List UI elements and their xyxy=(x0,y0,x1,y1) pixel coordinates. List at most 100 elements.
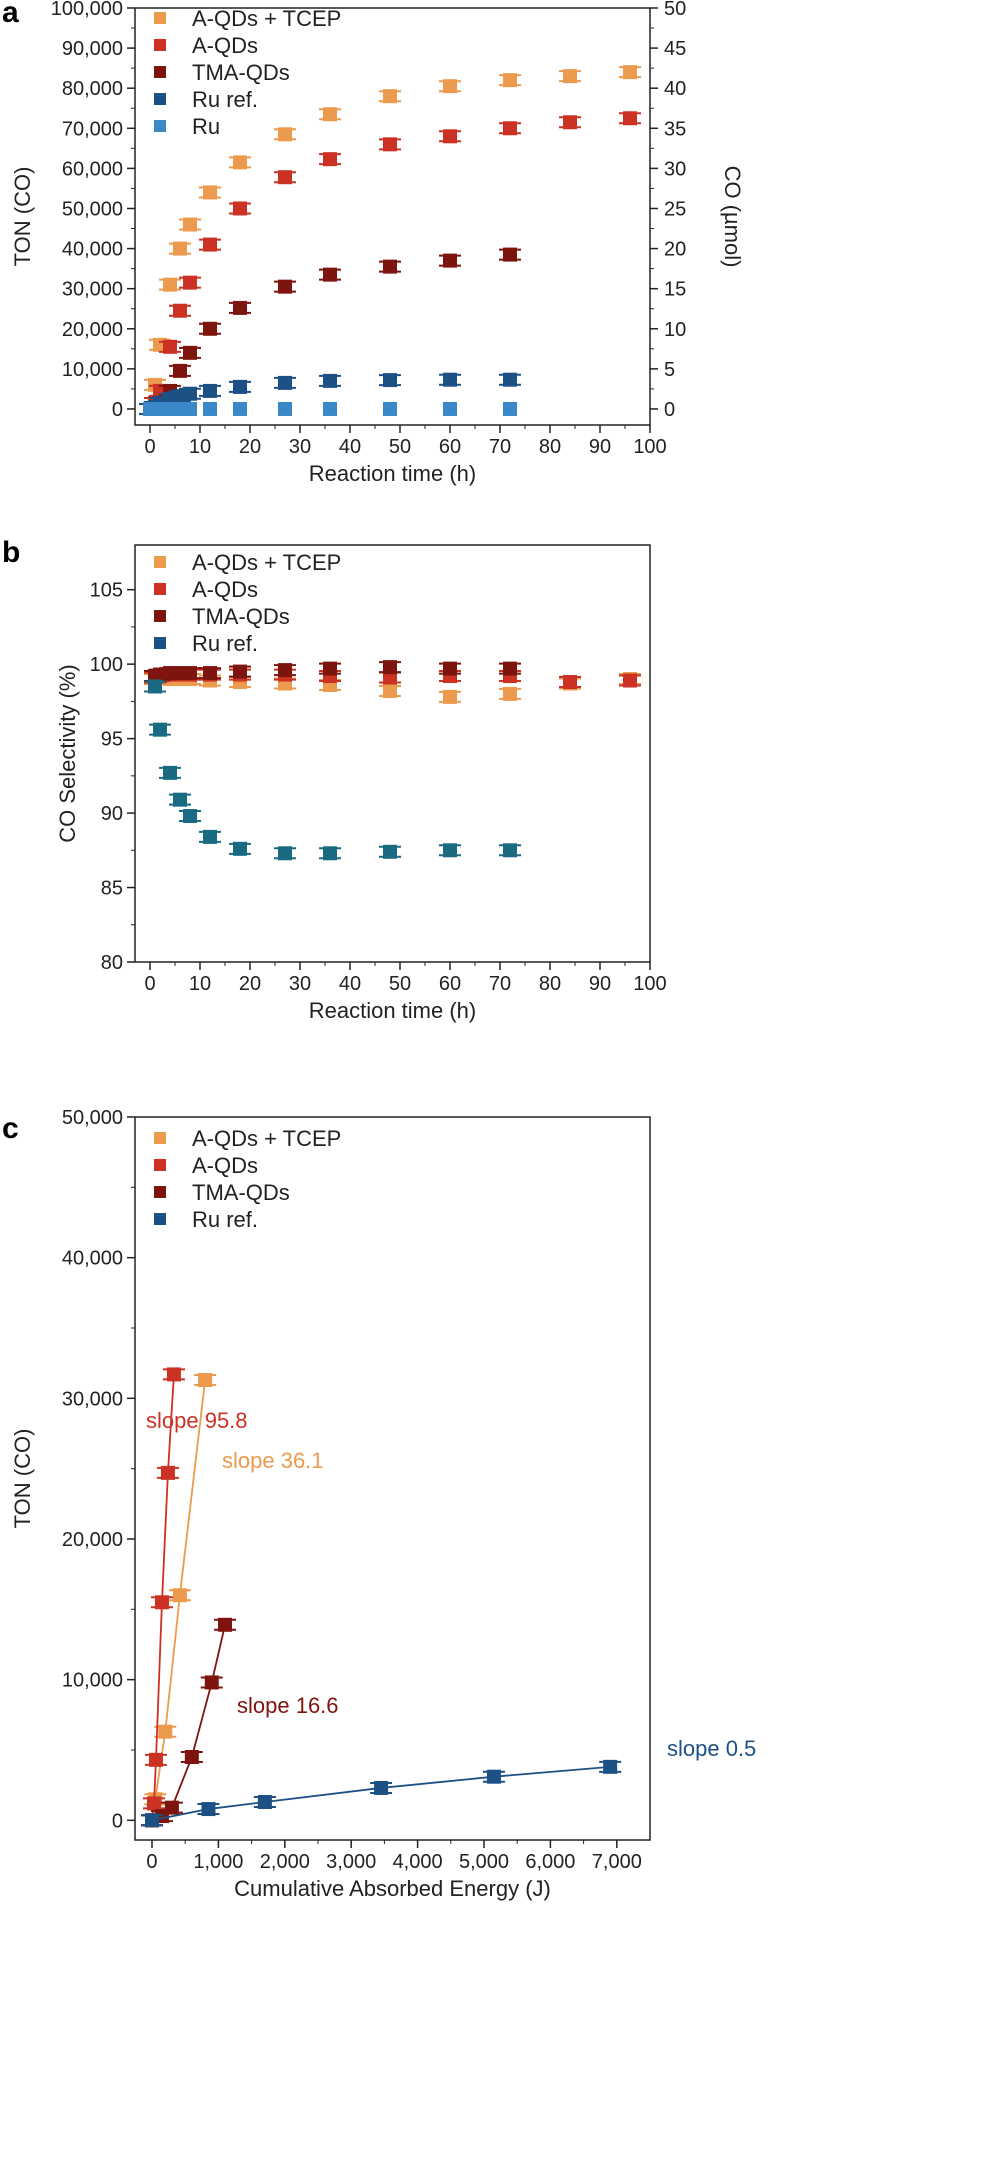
y2-tick-label: 30 xyxy=(664,158,686,180)
data-point xyxy=(183,401,197,416)
legend-marker xyxy=(154,1186,166,1198)
data-point xyxy=(323,373,337,388)
data-point xyxy=(443,401,457,416)
plot-frame xyxy=(134,544,651,963)
x-tick-label: 20 xyxy=(239,973,261,995)
legend-marker xyxy=(154,66,166,78)
x-tick-label: 90 xyxy=(589,436,611,458)
data-point xyxy=(158,1724,173,1739)
y-tick-label: 30,000 xyxy=(62,279,123,301)
data-point xyxy=(383,844,397,859)
x-tick-label: 60 xyxy=(439,436,461,458)
x-tick-label: 50 xyxy=(389,436,411,458)
x-tick-label: 70 xyxy=(489,436,511,458)
data-point xyxy=(203,237,217,252)
x-tick-label: 40 xyxy=(339,973,361,995)
y-tick-label: 100,000 xyxy=(51,0,123,20)
data-point xyxy=(503,661,517,676)
x-tick-label: 100 xyxy=(633,436,666,458)
data-point xyxy=(323,846,337,861)
data-point xyxy=(203,185,217,200)
data-point xyxy=(503,686,517,701)
data-point xyxy=(173,303,187,318)
x-tick-label: 100 xyxy=(633,973,666,995)
x-tick-label: 30 xyxy=(289,973,311,995)
data-point xyxy=(183,809,197,824)
data-point xyxy=(164,1800,179,1815)
data-point xyxy=(201,1802,216,1817)
data-point xyxy=(144,1813,159,1828)
y2-tick-label: 25 xyxy=(664,198,686,220)
data-point xyxy=(443,79,457,94)
data-point xyxy=(323,267,337,282)
legend-marker xyxy=(154,1159,166,1171)
data-point xyxy=(233,664,247,679)
y2-tick-label: 10 xyxy=(664,319,686,341)
panel-letter: b xyxy=(2,536,20,569)
data-point xyxy=(278,663,292,678)
x-axis-label: Cumulative Absorbed Energy (J) xyxy=(234,1876,551,1901)
series-line xyxy=(151,1624,226,1822)
y2-tick-label: 45 xyxy=(664,38,686,60)
x-tick-label: 80 xyxy=(539,973,561,995)
data-point xyxy=(163,339,177,354)
legend-marker xyxy=(154,556,166,568)
data-point xyxy=(233,401,247,416)
data-point xyxy=(443,129,457,144)
data-point xyxy=(203,383,217,398)
data-point xyxy=(503,247,517,262)
data-point xyxy=(503,843,517,858)
data-point xyxy=(154,1595,169,1610)
data-point xyxy=(173,363,187,378)
legend-label: TMA-QDs xyxy=(192,1180,290,1205)
data-point xyxy=(503,372,517,387)
data-point xyxy=(503,121,517,136)
x-tick-label: 10 xyxy=(189,973,211,995)
data-point xyxy=(623,65,637,80)
panel-letter: a xyxy=(2,0,19,29)
data-point xyxy=(160,1465,175,1480)
y2-axis-label: CO (µmol) xyxy=(720,166,745,268)
x-tick-label: 80 xyxy=(539,436,561,458)
data-point xyxy=(166,1367,181,1382)
data-point xyxy=(233,379,247,394)
data-point xyxy=(163,765,177,780)
data-point xyxy=(623,111,637,126)
data-point xyxy=(374,1780,389,1795)
y-tick-label: 50,000 xyxy=(62,198,123,220)
x-tick-label: 10 xyxy=(189,436,211,458)
data-point xyxy=(233,155,247,170)
data-point xyxy=(503,73,517,88)
y-tick-label: 20,000 xyxy=(62,1529,123,1551)
y-tick-label: 50,000 xyxy=(62,1107,123,1129)
data-point xyxy=(163,277,177,292)
data-point xyxy=(383,137,397,152)
data-point xyxy=(183,386,197,401)
y-tick-label: 70,000 xyxy=(62,118,123,140)
data-point xyxy=(153,722,167,737)
y-tick-label: 0 xyxy=(112,1810,123,1832)
data-point xyxy=(563,675,577,690)
y-axis-label: TON (CO) xyxy=(10,1429,35,1529)
data-point xyxy=(173,241,187,256)
x-tick-label: 0 xyxy=(144,973,155,995)
legend-label: A-QDs + TCEP xyxy=(192,6,341,31)
legend-marker xyxy=(154,1132,166,1144)
y2-tick-label: 40 xyxy=(664,78,686,100)
y-tick-label: 10,000 xyxy=(62,359,123,381)
slope-annotation: slope 36.1 xyxy=(222,1448,324,1473)
data-point xyxy=(183,666,197,681)
y-tick-label: 95 xyxy=(101,729,123,751)
legend-marker xyxy=(154,39,166,51)
data-point xyxy=(203,401,217,416)
x-tick-label: 30 xyxy=(289,436,311,458)
data-point xyxy=(323,152,337,167)
data-point xyxy=(323,401,337,416)
data-point xyxy=(198,1373,213,1388)
data-point xyxy=(503,401,517,416)
data-point xyxy=(443,689,457,704)
series-ru-ref- xyxy=(144,679,521,861)
data-point xyxy=(323,661,337,676)
data-point xyxy=(233,841,247,856)
